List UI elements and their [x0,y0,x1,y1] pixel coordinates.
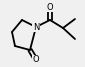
Text: O: O [33,55,39,65]
Text: N: N [33,23,39,31]
Text: O: O [47,2,53,12]
